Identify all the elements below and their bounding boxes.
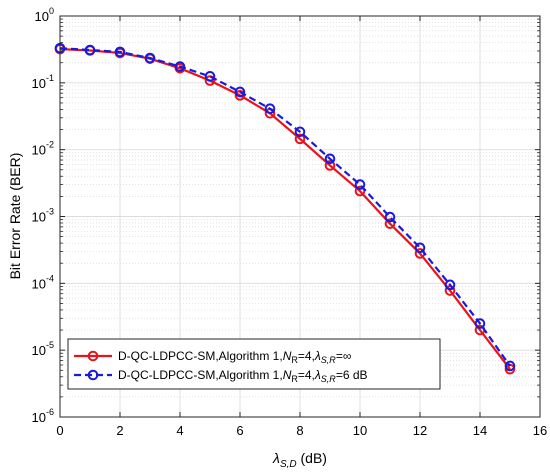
axis-ticks: 100 10-1 10-2 10-3 10-4 10-5 10-60 2 4 6 8 10 12 14 16 <box>32 6 548 438</box>
data-point <box>354 179 366 190</box>
legend: D-QC-LDPCC-SM,Algorithm 1,NR=4,λS,R=∞ D-Q… <box>67 338 441 390</box>
x-tick-label: 14 <box>473 423 487 438</box>
y-axis-title: Bit Error Rate (BER) <box>7 153 23 280</box>
x-tick-label: 2 <box>116 423 123 438</box>
y-tick-label: 10-3 <box>32 207 54 225</box>
data-point <box>414 242 426 254</box>
legend-marker <box>87 369 99 381</box>
x-tick-label: 10 <box>353 423 367 438</box>
data-point <box>384 218 396 230</box>
x-tick-label: 12 <box>413 423 427 438</box>
data-point <box>504 360 516 372</box>
legend-box <box>67 338 441 390</box>
data-point <box>324 153 336 165</box>
x-tick-label: 6 <box>236 423 243 438</box>
x-tick-label: 0 <box>56 423 63 438</box>
x-axis-title-subscript: S,D <box>280 459 297 470</box>
data-point <box>204 71 216 82</box>
data-point <box>294 133 306 145</box>
data-point <box>474 318 486 329</box>
data-point <box>204 75 216 86</box>
x-axis-title-unit: (dB) <box>297 450 327 466</box>
x-tick-label: 16 <box>533 423 547 438</box>
legend-marker <box>87 350 99 362</box>
data-point <box>294 126 306 138</box>
data-point <box>444 279 456 291</box>
y-tick-label: 10-4 <box>32 273 54 291</box>
y-tick-label: 10-5 <box>32 340 54 358</box>
data-point <box>234 86 246 98</box>
y-tick-label: 100 <box>35 6 54 24</box>
y-tick-label: 10-1 <box>32 73 54 91</box>
y-tick-label: 10-2 <box>32 140 54 158</box>
data-point <box>84 44 96 56</box>
x-tick-label: 8 <box>296 423 303 438</box>
data-point <box>144 52 156 64</box>
x-axis-title-symbol: λ <box>272 450 280 466</box>
data-point <box>174 61 186 72</box>
x-tick-label: 4 <box>176 423 183 438</box>
data-point <box>324 160 336 171</box>
x-axis-title: λS,D (dB) <box>272 450 327 470</box>
data-point <box>264 103 276 115</box>
data-point <box>384 211 396 223</box>
data-point <box>354 185 366 197</box>
legend-label: D-QC-LDPCC-SM,Algorithm 1,NR=4,λS,R=∞ <box>118 349 351 365</box>
series-group <box>54 42 516 375</box>
data-point <box>114 46 126 58</box>
y-tick-label: 10-6 <box>32 407 54 425</box>
series-2 <box>54 42 516 372</box>
series-line <box>59 47 511 370</box>
legend-label: D-QC-LDPCC-SM,Algorithm 1,NR=4,λS,R=6 dB <box>118 368 368 384</box>
